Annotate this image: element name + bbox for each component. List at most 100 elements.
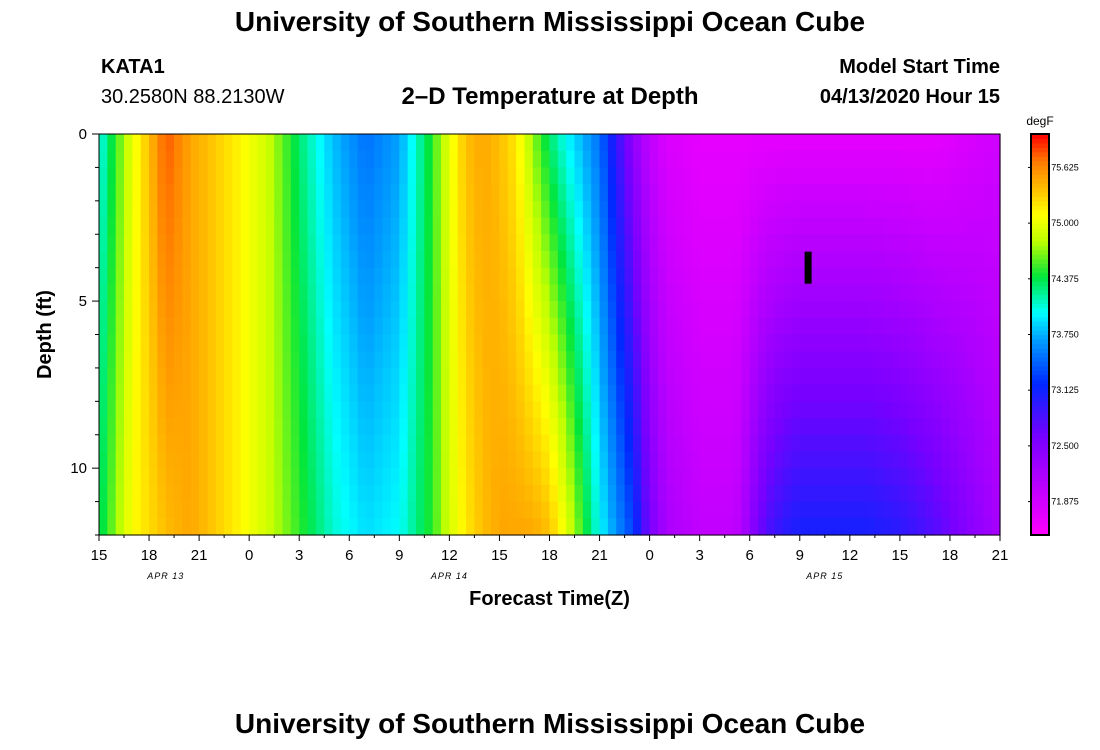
heatmap-cell	[182, 401, 192, 419]
colorbar-segment	[1031, 285, 1049, 291]
heatmap-cell	[190, 234, 200, 252]
heatmap-cell	[382, 484, 392, 503]
heatmap-cell	[824, 150, 834, 169]
heatmap-cell	[524, 434, 534, 453]
heatmap-cell	[132, 518, 142, 536]
heatmap-cell	[674, 518, 684, 536]
heatmap-cell	[307, 317, 317, 336]
heatmap-cell	[624, 484, 634, 503]
heatmap-cell	[708, 418, 717, 436]
heatmap-cell	[833, 468, 843, 486]
heatmap-cell	[566, 351, 576, 369]
heatmap-cell	[491, 367, 501, 386]
heatmap-cell	[891, 418, 901, 436]
heatmap-cell	[557, 284, 567, 302]
heatmap-cell	[149, 167, 158, 185]
heatmap-cell	[474, 317, 484, 336]
heatmap-cell	[824, 317, 834, 336]
heatmap-cell	[866, 484, 876, 503]
heatmap-cell	[140, 267, 150, 285]
heatmap-cell	[933, 501, 943, 519]
heatmap-cell	[149, 200, 158, 219]
heatmap-cell	[149, 134, 158, 152]
heatmap-cell	[282, 217, 292, 235]
heatmap-cell	[849, 301, 859, 319]
heatmap-cell	[557, 267, 567, 285]
colorbar-segment	[1031, 227, 1049, 233]
heatmap-cell	[174, 317, 184, 336]
heatmap-cell	[841, 217, 851, 235]
heatmap-cell	[949, 367, 959, 386]
heatmap-cell	[532, 150, 542, 169]
heatmap-cell	[616, 217, 626, 235]
colorbar-unit: degF	[1026, 114, 1053, 128]
heatmap-cell	[524, 134, 534, 152]
heatmap-cell	[349, 518, 359, 536]
heatmap-cell	[607, 401, 617, 419]
heatmap-cell	[541, 167, 551, 185]
heatmap-cell	[716, 401, 726, 419]
heatmap-cell	[257, 351, 267, 369]
heatmap-cell	[157, 434, 167, 453]
colorbar-segment	[1031, 379, 1049, 385]
heatmap-cell	[466, 150, 476, 169]
heatmap-cell	[991, 384, 1001, 402]
heatmap-cell	[240, 134, 250, 152]
heatmap-cell	[115, 217, 125, 235]
heatmap-cell	[140, 184, 150, 202]
heatmap-cell	[482, 234, 492, 252]
heatmap-cell	[524, 334, 534, 352]
heatmap-cell	[432, 184, 442, 202]
heatmap-cell	[374, 401, 384, 419]
heatmap-cell	[649, 301, 659, 319]
heatmap-cell	[858, 418, 868, 436]
heatmap-cell	[691, 434, 701, 453]
heatmap-cell	[699, 267, 709, 285]
heatmap-cell	[566, 284, 576, 302]
station-name: KATA1	[101, 56, 165, 78]
heatmap-cell	[324, 468, 334, 486]
heatmap-cell	[532, 167, 542, 185]
heatmap-cell	[382, 267, 392, 285]
heatmap-cell	[908, 518, 918, 536]
heatmap-cell	[758, 301, 768, 319]
heatmap-cell	[516, 451, 526, 469]
heatmap-cell	[607, 150, 617, 169]
heatmap-cell	[124, 150, 133, 169]
heatmap-cell	[416, 301, 425, 319]
heatmap-cell	[632, 267, 642, 285]
heatmap-cell	[507, 250, 517, 269]
heatmap-cell	[599, 518, 609, 536]
heatmap-cell	[315, 267, 325, 285]
heatmap-cell	[399, 351, 409, 369]
heatmap-cell	[449, 468, 459, 486]
heatmap-cell	[682, 217, 692, 235]
colorbar-segment	[1031, 258, 1049, 264]
heatmap-cell	[382, 184, 392, 202]
heatmap-cell	[724, 451, 734, 469]
heatmap-cell	[699, 167, 709, 185]
heatmap-cell	[524, 217, 534, 235]
heatmap-cell	[991, 484, 1001, 503]
heatmap-cell	[299, 518, 309, 536]
heatmap-cell	[933, 334, 943, 352]
heatmap-cell	[933, 217, 943, 235]
heatmap-cell	[866, 167, 876, 185]
heatmap-cell	[249, 301, 259, 319]
heatmap-cell	[274, 501, 284, 519]
colorbar-segment	[1031, 517, 1049, 523]
heatmap-cell	[791, 150, 801, 169]
heatmap-cell	[232, 384, 242, 402]
heatmap-cell	[99, 334, 108, 352]
heatmap-cell	[891, 267, 901, 285]
heatmap-cell	[841, 367, 851, 386]
heatmap-cell	[641, 401, 651, 419]
heatmap-cell	[99, 200, 108, 219]
heatmap-cell	[991, 301, 1001, 319]
heatmap-cell	[991, 317, 1001, 336]
heatmap-cell	[958, 351, 968, 369]
heatmap-cell	[582, 434, 592, 453]
heatmap-cell	[365, 518, 375, 536]
heatmap-cell	[566, 200, 576, 219]
heatmap-cell	[524, 351, 534, 369]
